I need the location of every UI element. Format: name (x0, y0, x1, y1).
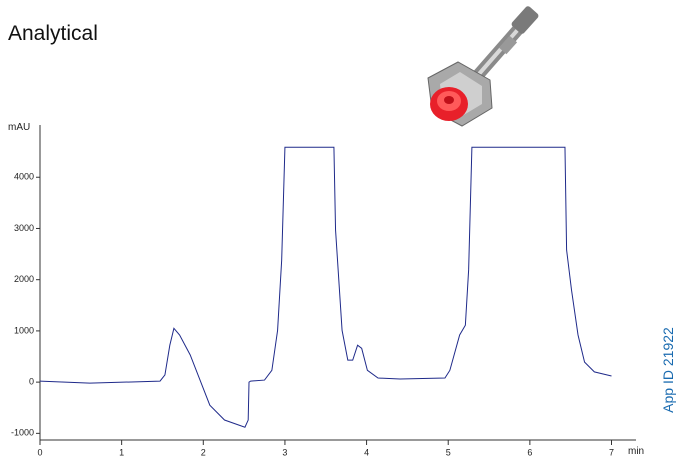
chart-title: Analytical (8, 22, 98, 45)
trace (39, 146, 612, 428)
x-tick-label: 4 (364, 447, 369, 457)
app-id: App ID 21922 (660, 327, 676, 413)
x-tick-label: 6 (527, 447, 532, 457)
x-axis-label: min (628, 446, 644, 457)
y-tick-label: 0 (29, 376, 34, 386)
x-tick-label: 1 (119, 447, 124, 457)
y-tick-label: 2000 (14, 274, 34, 284)
x-tick-label: 2 (201, 447, 206, 457)
x-tick-label: 5 (446, 447, 451, 457)
y-tick-label: -1000 (11, 428, 34, 438)
y-tick-label: 3000 (14, 223, 34, 233)
x-tick-label: 0 (37, 447, 42, 457)
y-axis-label: mAU (8, 122, 30, 133)
y-tick-label: 1000 (14, 325, 34, 335)
y-tick-label: 4000 (14, 172, 34, 182)
column-image (427, 6, 539, 127)
x-tick-label: 7 (609, 447, 614, 457)
x-tick-label: 3 (282, 447, 287, 457)
